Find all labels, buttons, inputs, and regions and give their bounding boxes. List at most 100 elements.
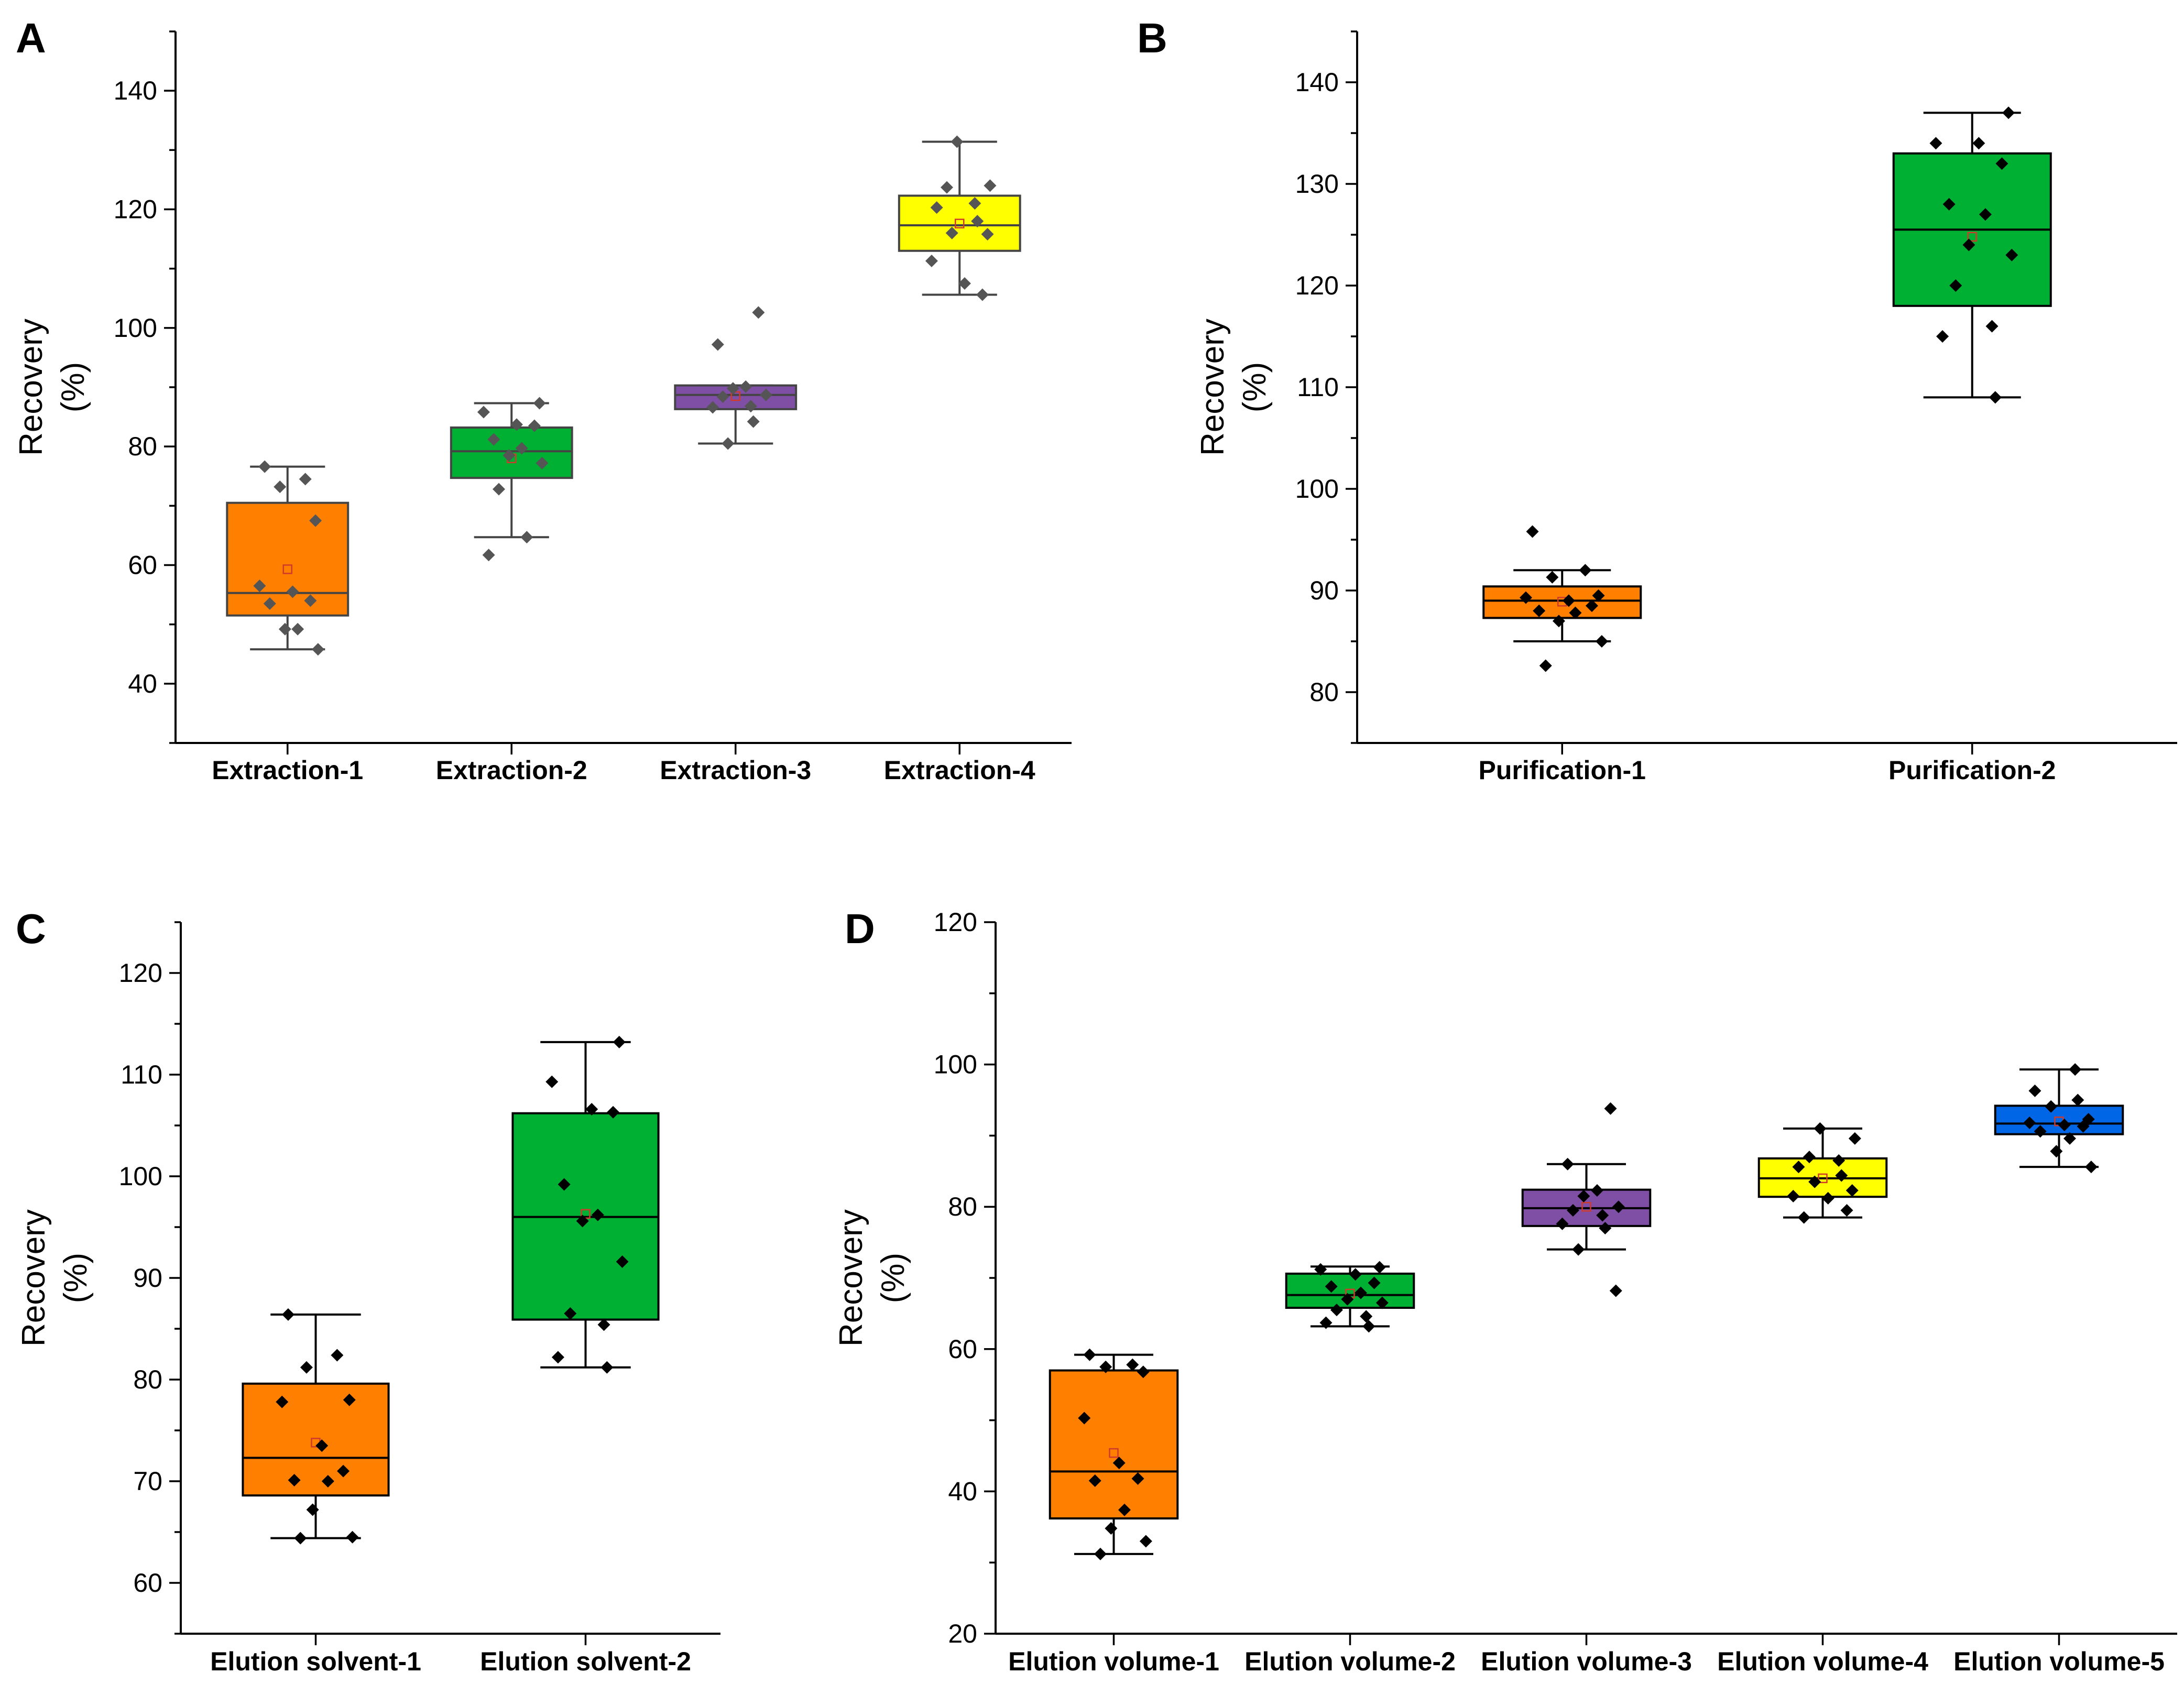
figure-svg: A406080100120140Recovery (%)Extraction-1 E…: [0, 0, 2184, 1692]
data-point: [299, 473, 312, 485]
data-point: [752, 306, 765, 319]
data-point: [346, 1531, 359, 1544]
data-point: [552, 1351, 564, 1363]
data-point: [1849, 1132, 1861, 1145]
box-series: Elution solvent-1: [210, 1308, 421, 1676]
x-category-label: Elution volume-4: [1717, 1647, 1928, 1676]
data-point: [2071, 1094, 2084, 1107]
y-tick-label: 120: [934, 907, 977, 937]
data-point: [274, 480, 286, 493]
iqr-box: [1050, 1371, 1178, 1518]
y-axis-title: Recovery: [833, 1209, 869, 1347]
data-point: [1094, 1548, 1107, 1560]
data-point: [1841, 1204, 1853, 1217]
data-point: [1986, 320, 1999, 333]
panel-c: C 60 70 80 90 100 110 120 Recovery (%) Elution sol…: [16, 905, 720, 1676]
data-point: [925, 255, 938, 267]
data-point: [307, 1503, 319, 1516]
x-category-label: Elution volume-2: [1244, 1647, 1456, 1676]
data-point: [258, 461, 271, 473]
y-tick-label: 110: [121, 1060, 162, 1089]
data-point: [1604, 1102, 1617, 1115]
y-axis-title-unit: (%): [55, 362, 91, 412]
y-axis-title-unit: (%): [58, 1253, 94, 1303]
data-point: [1814, 1122, 1826, 1135]
x-category-label: Extraction-3: [660, 756, 811, 785]
data-point: [1126, 1359, 1139, 1371]
data-point: [2069, 1063, 2081, 1076]
data-point: [984, 179, 996, 192]
y-tick-label: 120: [119, 958, 162, 988]
x-category-label: Purification-2: [1888, 756, 2056, 785]
data-point: [2028, 1085, 2041, 1097]
panel-d: D 20 40 60 80 100 120 Recovery (%) Elution volume…: [833, 905, 2177, 1676]
y-tick-label: 60: [133, 1568, 162, 1598]
y-tick-label: 140: [1295, 68, 1339, 97]
x-category-label: Extraction-1: [212, 756, 363, 785]
data-point: [1561, 1158, 1574, 1171]
x-category-label: Extraction-4: [884, 756, 1035, 785]
y-tick-label: 40: [128, 669, 157, 698]
box-series: Elution volume-3: [1481, 1102, 1692, 1676]
data-point: [1596, 635, 1608, 648]
y-tick-label: 110: [1297, 373, 1339, 402]
data-point: [300, 1361, 313, 1374]
y-tick-label: 80: [948, 1192, 977, 1221]
y-tick-label: 100: [934, 1050, 977, 1079]
y-tick-label: 80: [1309, 677, 1339, 707]
y-tick-label: 40: [948, 1477, 977, 1506]
y-tick-label: 20: [948, 1619, 977, 1648]
x-category-label: Elution volume-1: [1008, 1647, 1219, 1676]
data-point: [1936, 330, 1949, 343]
x-category-label: Elution volume-5: [1953, 1647, 2165, 1676]
box-series: Elution volume-4: [1717, 1122, 1928, 1676]
iqr-box: [899, 195, 1020, 250]
data-point: [533, 397, 546, 410]
y-tick-label: 100: [1295, 474, 1339, 504]
panel-letter: D: [845, 905, 875, 952]
iqr-box: [1483, 586, 1641, 618]
panel-letter: C: [16, 905, 46, 952]
data-point: [941, 181, 953, 194]
data-point: [1798, 1211, 1810, 1224]
data-point: [2050, 1145, 2062, 1157]
box-series: Elution volume-5: [1953, 1063, 2165, 1676]
y-axis-title: Recovery: [16, 1209, 52, 1347]
y-tick-label: 100: [119, 1162, 162, 1191]
y-tick-label: 90: [133, 1263, 162, 1293]
y-tick-label: 80: [133, 1365, 162, 1394]
data-point: [1579, 564, 1591, 576]
data-point: [2085, 1161, 2098, 1173]
data-point: [712, 338, 724, 351]
box-series: Elution volume-2: [1244, 1261, 1456, 1676]
y-axis-title-unit: (%): [875, 1253, 911, 1303]
data-point: [976, 288, 989, 301]
y-tick-label: 130: [1295, 169, 1339, 199]
data-point: [1373, 1261, 1386, 1274]
box-series: Extraction-1: [212, 461, 363, 785]
data-point: [331, 1349, 343, 1361]
data-point: [545, 1076, 558, 1088]
box-series: Extraction-3: [660, 306, 811, 785]
y-tick-label: 60: [128, 551, 157, 580]
y-tick-label: 90: [1309, 576, 1339, 605]
data-point: [1140, 1535, 1152, 1547]
y-tick-label: 120: [114, 195, 157, 224]
data-point: [1360, 1310, 1372, 1322]
panel-letter: B: [1137, 15, 1167, 61]
data-point: [722, 438, 734, 450]
data-point: [279, 623, 291, 636]
y-axis-title: Recovery: [1195, 319, 1231, 456]
box-series: Purification-1: [1479, 525, 1646, 785]
box-series: Elution volume-1: [1008, 1349, 1219, 1676]
y-tick-label: 70: [133, 1467, 162, 1496]
y-axis-title: Recovery: [13, 319, 49, 456]
box-series: Extraction-2: [436, 397, 587, 785]
data-point: [520, 531, 533, 543]
data-point: [1526, 525, 1539, 538]
y-tick-label: 100: [114, 313, 157, 343]
data-point: [493, 483, 505, 496]
data-point: [951, 135, 963, 148]
data-point: [282, 1308, 294, 1321]
data-point: [1972, 137, 1985, 149]
